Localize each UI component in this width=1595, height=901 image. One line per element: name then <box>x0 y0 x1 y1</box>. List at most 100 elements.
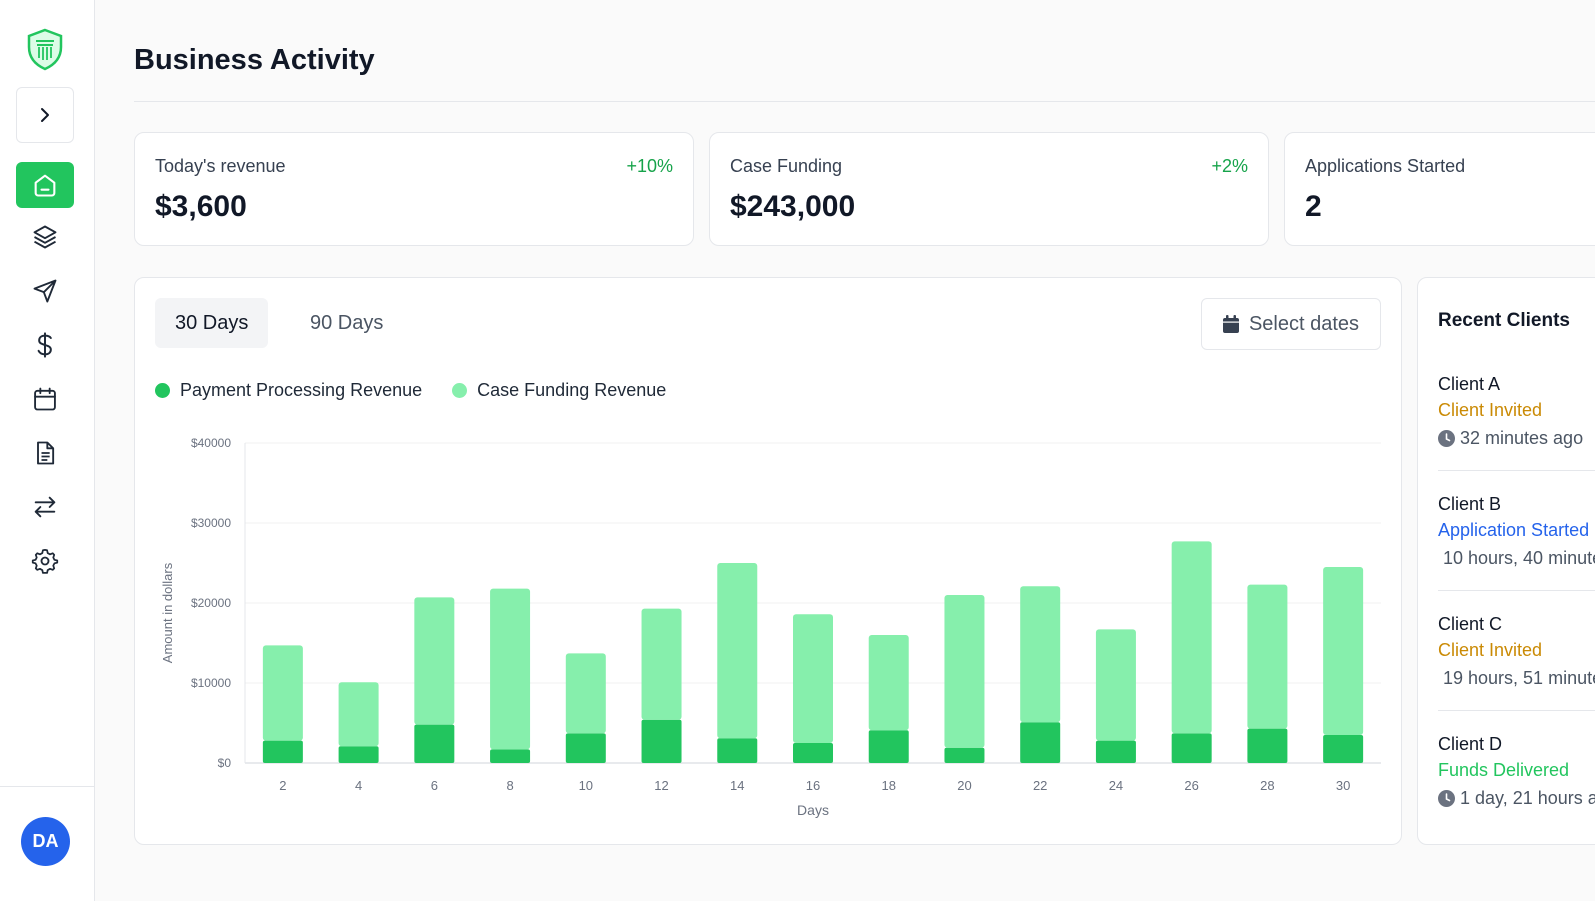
client-status: Application Started <box>1438 520 1590 540</box>
shield-pillar-icon[interactable] <box>25 27 65 71</box>
calendar-icon <box>1222 315 1239 333</box>
x-tick-label: 16 <box>806 778 820 793</box>
x-tick-label: 22 <box>1033 778 1047 793</box>
client-divider <box>1438 470 1595 471</box>
x-tick-label: 20 <box>957 778 971 793</box>
client-time-label: 10 hours, 40 minutes ago <box>1443 548 1595 568</box>
bar-segment <box>868 635 909 731</box>
bar-segment <box>1095 629 1136 741</box>
stat-card-revenue: Today's revenue +10% $3,600 <box>134 132 694 246</box>
bar-segment <box>414 724 455 763</box>
bar-segment <box>717 563 758 739</box>
client-name: Client C <box>1438 614 1503 634</box>
bar-segment <box>641 719 682 763</box>
client-item[interactable]: Client D Funds Delivered 1 day, 21 hours… <box>1438 734 1595 809</box>
client-time-label: 1 day, 21 hours ago <box>1460 788 1595 808</box>
y-tick-label: $10000 <box>191 676 231 690</box>
x-tick-label: 14 <box>730 778 744 793</box>
chart-legend: Payment Processing Revenue Case Funding … <box>155 380 696 401</box>
bar-segment <box>565 653 606 734</box>
bar-segment <box>868 730 909 763</box>
legend-label: Payment Processing Revenue <box>180 380 423 400</box>
bar-segment <box>1247 728 1288 763</box>
bar-segment <box>1020 722 1061 763</box>
bar-segment <box>338 682 379 747</box>
y-tick-label: $30000 <box>191 516 231 530</box>
bar-segment <box>414 597 455 725</box>
bar-segment <box>1323 735 1364 763</box>
legend-dot <box>155 383 170 398</box>
legend-item-payment-processing[interactable]: Payment Processing Revenue <box>155 380 422 401</box>
client-name: Client A <box>1438 374 1501 394</box>
avatar[interactable]: DA <box>21 817 70 866</box>
dollar-icon <box>37 332 52 358</box>
bar-segment <box>565 733 606 763</box>
expand-sidebar-button[interactable] <box>16 87 74 143</box>
x-tick-label: 10 <box>579 778 593 793</box>
revenue-chart-card: 30 Days 90 Days Select dates Payment Pro… <box>134 277 1402 845</box>
sidebar-item-settings[interactable] <box>16 538 74 584</box>
tab-90-days[interactable]: 90 Days <box>310 311 384 334</box>
chevron-right-icon <box>41 108 49 122</box>
sidebar-item-documents[interactable] <box>16 430 74 476</box>
x-tick-label: 12 <box>654 778 668 793</box>
clock-icon <box>1438 790 1455 807</box>
stat-value: 2 <box>1305 190 1322 223</box>
stat-change: +10% <box>626 156 673 176</box>
calendar-icon <box>34 387 56 411</box>
document-icon <box>37 441 55 465</box>
client-time: 32 minutes ago <box>1438 428 1595 449</box>
page-title: Business Activity <box>134 44 375 76</box>
bar-segment <box>1020 586 1061 723</box>
bar-segment <box>338 746 379 763</box>
stat-value: $243,000 <box>730 190 856 223</box>
client-divider <box>1438 710 1595 711</box>
sidebar-item-payments[interactable] <box>16 322 74 368</box>
bar-segment <box>1171 541 1212 734</box>
recent-clients-title: Recent Clients <box>1438 310 1570 331</box>
x-tick-label: 2 <box>279 778 286 793</box>
client-time: 1 day, 21 hours ago <box>1438 788 1595 809</box>
arrows-exchange-icon <box>34 496 56 518</box>
legend-item-case-funding[interactable]: Case Funding Revenue <box>452 380 666 401</box>
bar-segment <box>1323 567 1364 735</box>
client-time: 10 hours, 40 minutes ago <box>1438 548 1595 569</box>
x-tick-label: 6 <box>431 778 438 793</box>
stat-value: $3,600 <box>155 190 247 223</box>
select-dates-button[interactable]: Select dates <box>1201 298 1381 350</box>
sidebar-item-send[interactable] <box>16 268 74 314</box>
y-tick-label: $0 <box>218 756 232 770</box>
clock-icon <box>1438 430 1455 447</box>
legend-label: Case Funding Revenue <box>477 380 667 400</box>
bar-segment <box>490 749 531 763</box>
client-item[interactable]: Client B Application Started 10 hours, 4… <box>1438 494 1595 569</box>
bar-segment <box>490 588 531 750</box>
bar-segment <box>717 738 758 763</box>
sidebar-item-home[interactable] <box>16 162 74 208</box>
layers-icon <box>33 225 57 249</box>
gear-icon <box>31 549 59 574</box>
y-tick-label: $20000 <box>191 596 231 610</box>
bar-segment <box>944 595 985 748</box>
stat-label: Case Funding <box>730 156 843 176</box>
y-axis-label: Amount in dollars <box>160 562 175 663</box>
stat-change: +2% <box>1211 156 1248 176</box>
x-tick-label: 4 <box>355 778 362 793</box>
sidebar-item-layers[interactable] <box>16 214 74 260</box>
bar-segment <box>793 743 833 763</box>
sidebar-item-calendar[interactable] <box>16 376 74 422</box>
stat-card-applications: Applications Started 2 <box>1284 132 1595 246</box>
select-dates-label: Select dates <box>1248 312 1360 335</box>
x-tick-label: 18 <box>881 778 895 793</box>
client-item[interactable]: Client A Client Invited 32 minutes ago <box>1438 374 1595 449</box>
x-axis-label: Days <box>797 802 829 818</box>
sidebar-item-transfers[interactable] <box>16 484 74 530</box>
x-tick-label: 24 <box>1109 778 1123 793</box>
bar-segment <box>1247 584 1288 729</box>
client-status: Client Invited <box>1438 400 1543 420</box>
sidebar-divider <box>0 786 95 787</box>
home-icon <box>34 174 56 197</box>
client-item[interactable]: Client C Client Invited 19 hours, 51 min… <box>1438 614 1595 689</box>
tab-30-days[interactable]: 30 Days <box>155 298 269 348</box>
